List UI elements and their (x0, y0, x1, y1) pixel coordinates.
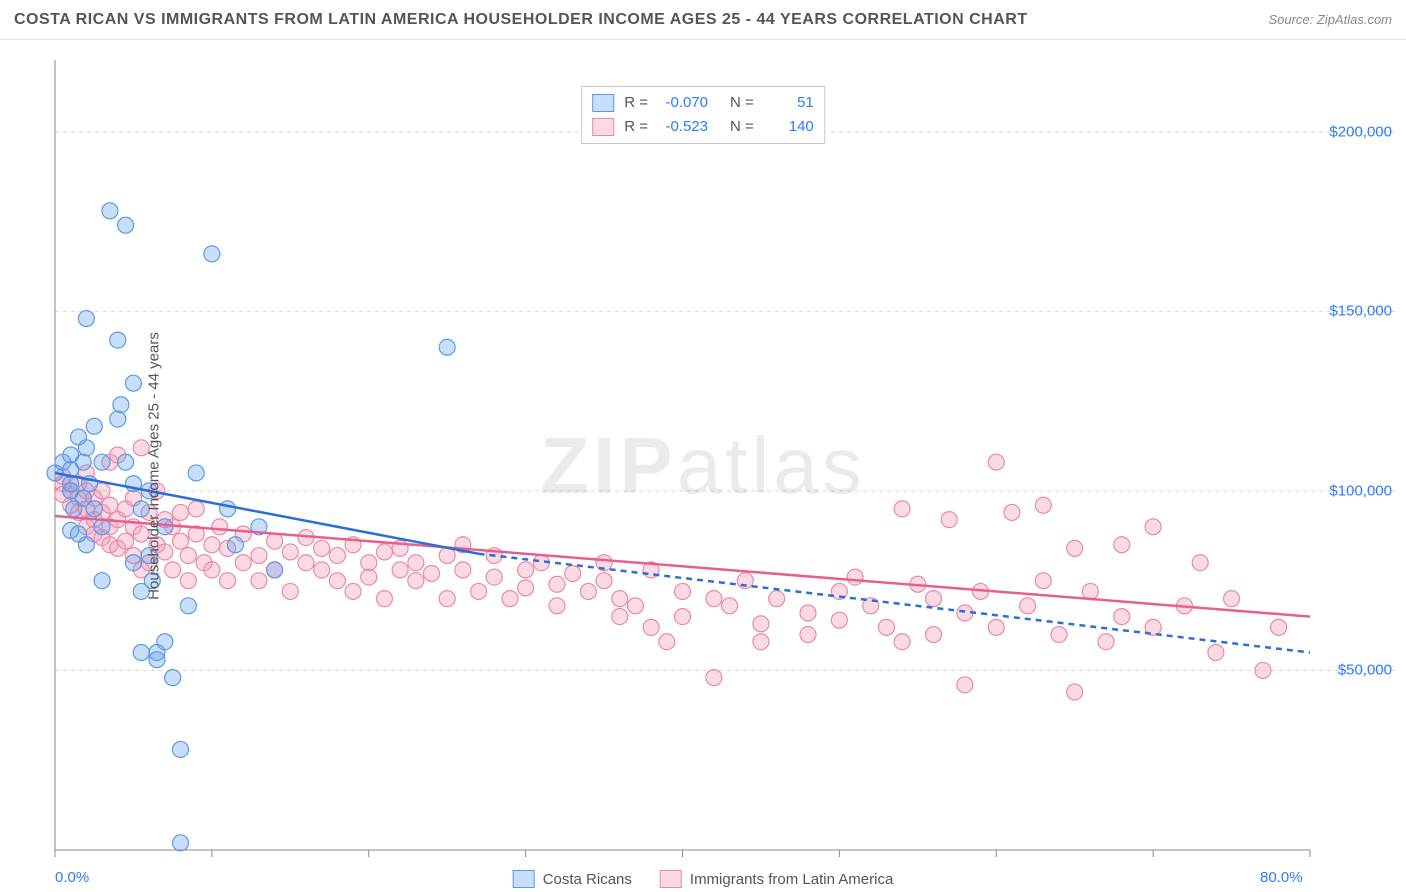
legend-swatch-immigrants (660, 870, 682, 888)
stats-row-series2: R = -0.523 N = 140 (592, 115, 814, 139)
stat-R-label: R = (624, 91, 648, 115)
x-tick-label: 0.0% (55, 869, 89, 886)
stat-N-value-1: 51 (764, 91, 814, 115)
scatter-chart-svg (0, 40, 1406, 892)
swatch-immigrants (592, 118, 614, 136)
bottom-legend: Costa Ricans Immigrants from Latin Ameri… (513, 870, 894, 888)
x-tick-label: 80.0% (1260, 869, 1303, 886)
y-tick-label: $50,000 (1338, 662, 1392, 679)
legend-label-2: Immigrants from Latin America (690, 871, 893, 888)
chart-header: COSTA RICAN VS IMMIGRANTS FROM LATIN AME… (0, 0, 1406, 40)
y-tick-label: $200,000 (1329, 123, 1392, 140)
chart-plot: ZIPatlas Householder Income Ages 25 - 44… (0, 40, 1406, 892)
y-axis-label: Householder Income Ages 25 - 44 years (145, 332, 162, 600)
legend-label-1: Costa Ricans (543, 871, 632, 888)
stat-R-label: R = (624, 115, 648, 139)
chart-source: Source: ZipAtlas.com (1268, 12, 1392, 27)
legend-swatch-costa-ricans (513, 870, 535, 888)
swatch-costa-ricans (592, 94, 614, 112)
y-tick-label: $100,000 (1329, 482, 1392, 499)
stat-R-value-1: -0.070 (658, 91, 708, 115)
stat-N-value-2: 140 (764, 115, 814, 139)
y-tick-label: $150,000 (1329, 303, 1392, 320)
stat-N-label: N = (730, 115, 754, 139)
stat-R-value-2: -0.523 (658, 115, 708, 139)
stats-row-series1: R = -0.070 N = 51 (592, 91, 814, 115)
chart-title: COSTA RICAN VS IMMIGRANTS FROM LATIN AME… (14, 11, 1028, 29)
stat-N-label: N = (730, 91, 754, 115)
correlation-stats-box: R = -0.070 N = 51 R = -0.523 N = 140 (581, 86, 825, 144)
legend-item-series1: Costa Ricans (513, 870, 632, 888)
legend-item-series2: Immigrants from Latin America (660, 870, 893, 888)
